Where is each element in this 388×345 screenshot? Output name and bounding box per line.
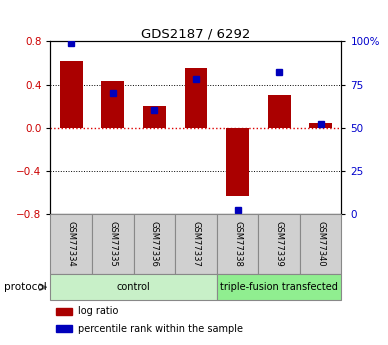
Bar (258, 214, 300, 274)
Text: GSM77335: GSM77335 (108, 221, 117, 267)
Text: log ratio: log ratio (78, 306, 118, 316)
Text: GSM77338: GSM77338 (233, 221, 242, 267)
Text: protocol: protocol (4, 282, 47, 292)
Bar (268, 95, 291, 128)
Text: GSM77336: GSM77336 (150, 221, 159, 267)
Bar (60, 61, 83, 128)
Text: triple-fusion transfected: triple-fusion transfected (220, 282, 338, 292)
Bar (217, 214, 258, 274)
Bar (217, 274, 341, 300)
Bar (143, 106, 166, 128)
Text: GSM77334: GSM77334 (67, 221, 76, 267)
Text: GSM77337: GSM77337 (191, 221, 201, 267)
Bar (101, 81, 124, 128)
Title: GDS2187 / 6292: GDS2187 / 6292 (141, 27, 251, 40)
Bar (50, 274, 217, 300)
Bar (50, 214, 92, 274)
Bar (185, 68, 207, 128)
Text: control: control (117, 282, 151, 292)
Bar (92, 214, 133, 274)
Bar (175, 214, 217, 274)
Text: GSM77340: GSM77340 (316, 221, 325, 267)
Bar (309, 123, 332, 128)
Bar (133, 214, 175, 274)
Bar (226, 128, 249, 196)
Text: GSM77339: GSM77339 (275, 221, 284, 267)
Text: percentile rank within the sample: percentile rank within the sample (78, 324, 243, 334)
Bar (56, 308, 72, 315)
Bar (56, 325, 72, 332)
Bar (300, 214, 341, 274)
